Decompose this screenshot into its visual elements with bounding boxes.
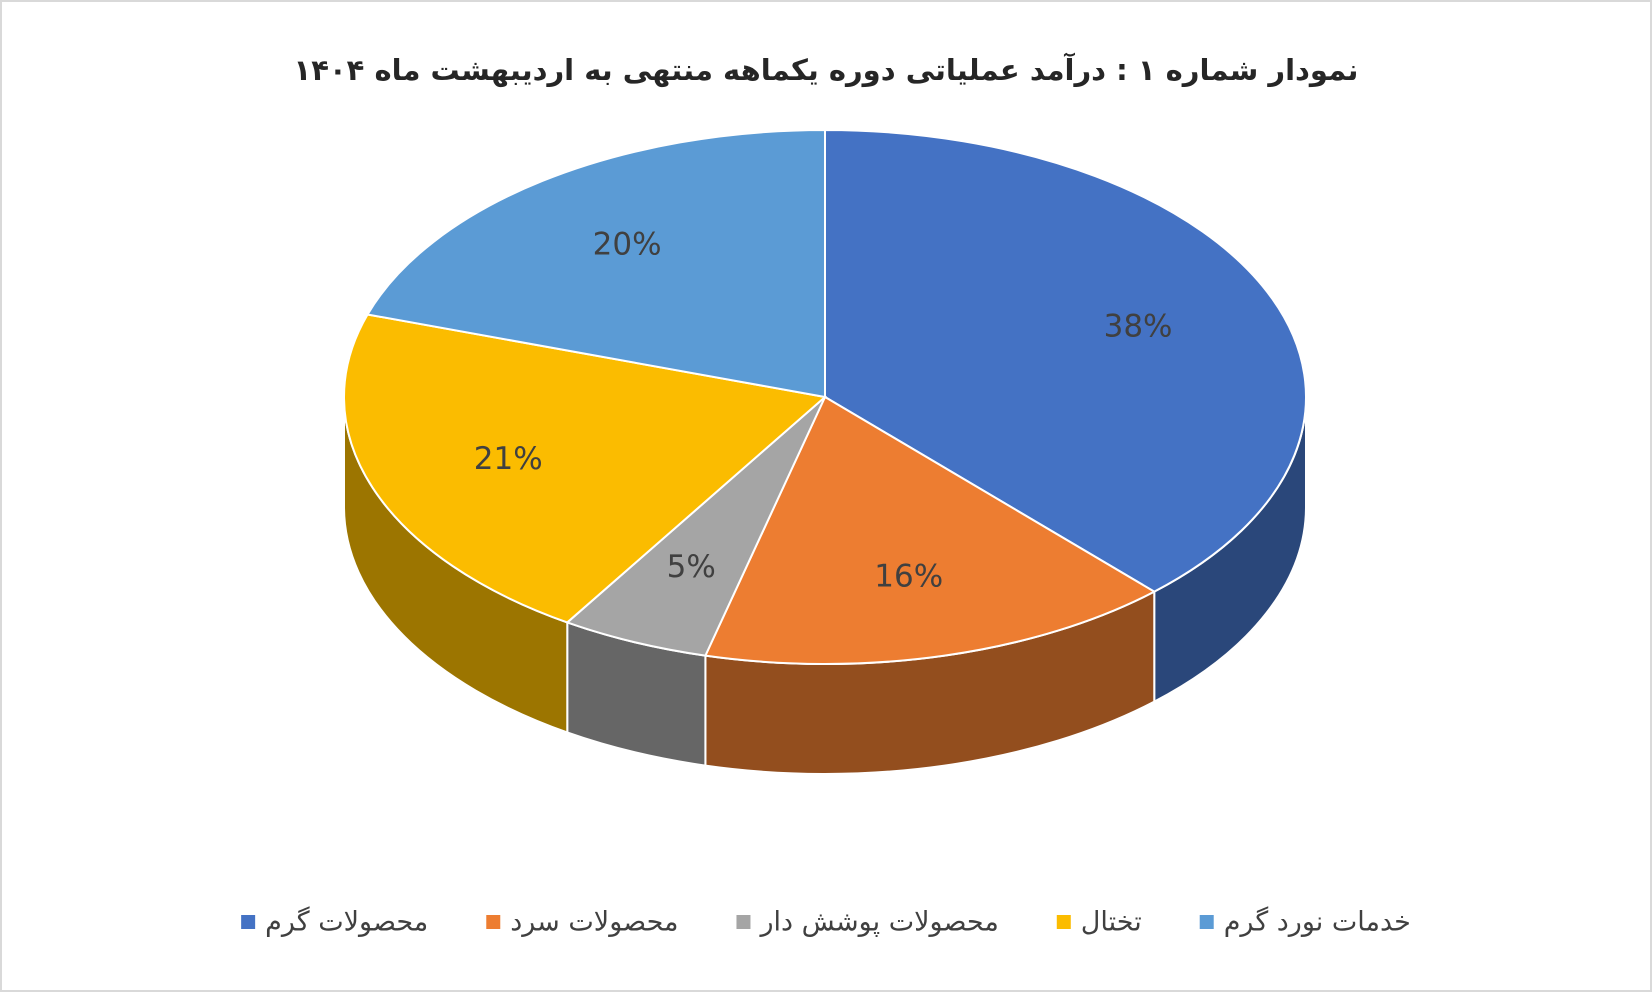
chart-title: نمودار شماره ۱ : درآمد عملیاتی دوره یکما… (294, 52, 1359, 87)
legend-swatch (1056, 915, 1071, 929)
legend-label: محصولات پوشش دار (758, 907, 998, 938)
data-label: 16% (874, 559, 943, 595)
pie-slice (365, 128, 826, 399)
pie-slice (824, 128, 1307, 593)
legend-swatch (241, 915, 256, 929)
legend-label: تختال (1081, 907, 1142, 938)
data-label: 21% (474, 441, 543, 477)
legend-label: محصولات سرد (510, 907, 678, 938)
legend-label: محصولات گرم (265, 906, 428, 938)
pie-slice (343, 313, 828, 624)
legend-swatch (1199, 915, 1214, 929)
pie-slice (565, 396, 826, 657)
legend-swatch (486, 915, 501, 929)
legend-swatch (736, 915, 751, 929)
data-label: 38% (1104, 309, 1173, 345)
data-label: 20% (593, 226, 662, 262)
data-label: 5% (667, 549, 716, 585)
legend-label: خدمات نورد گرم (1224, 906, 1411, 938)
pie-slice (703, 395, 1157, 665)
